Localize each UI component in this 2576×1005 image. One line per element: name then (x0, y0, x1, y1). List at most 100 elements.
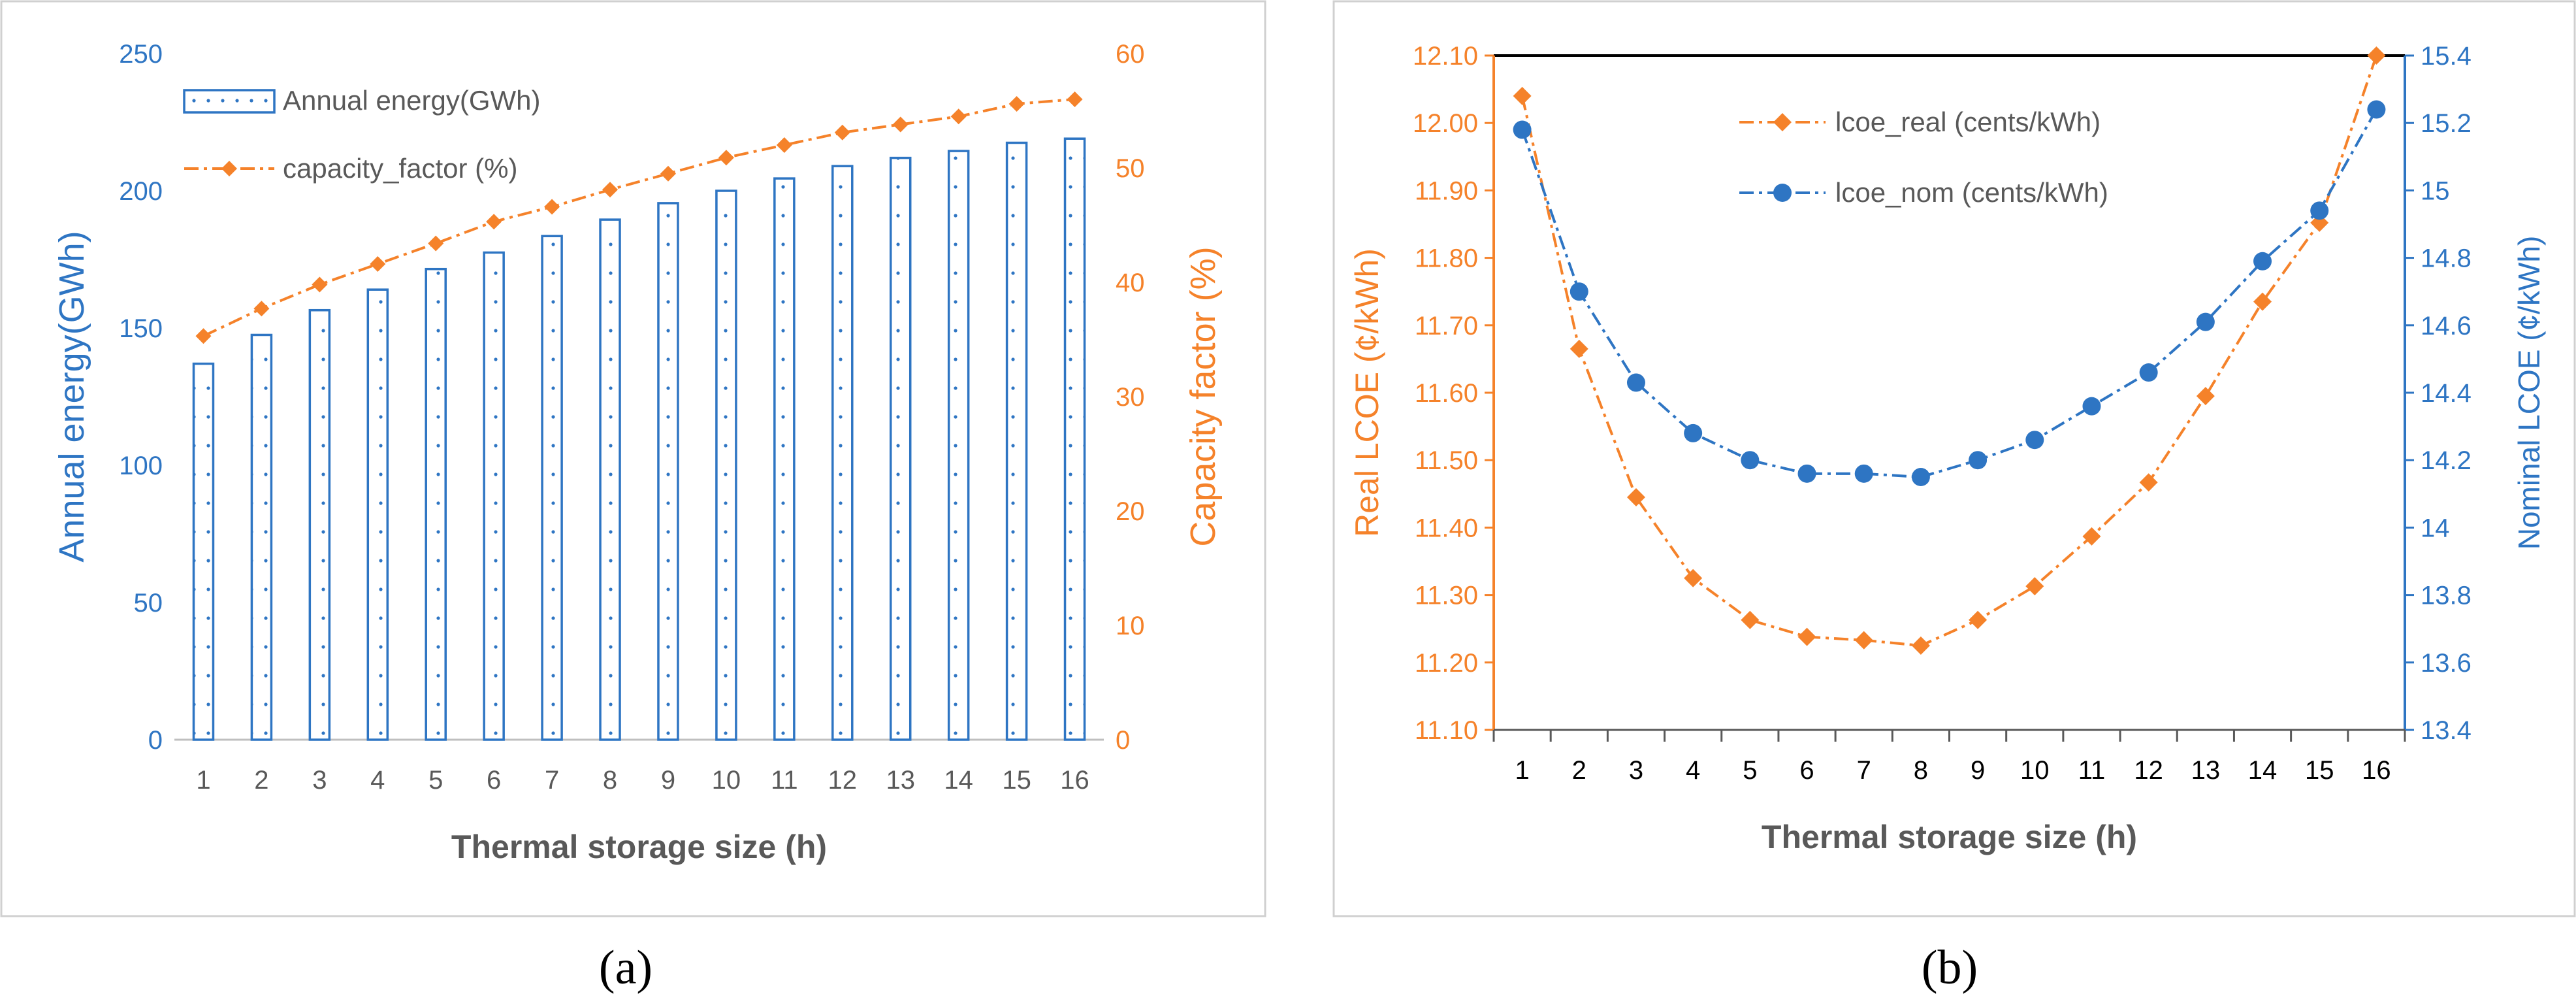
point-capacity-factor (370, 256, 386, 272)
bar-annual-energy (1005, 141, 1028, 741)
x-axis-title: Thermal storage size (h) (1762, 819, 2137, 855)
y2-tick-label: 14 (2421, 514, 2450, 542)
point-capacity-factor (428, 235, 444, 252)
point-capacity-factor (950, 108, 967, 125)
y2-tick-label: 14.4 (2421, 379, 2471, 408)
legend-label-nom: lcoe_nom (cents/kWh) (1835, 177, 2108, 208)
x-tick-label: 15 (1002, 766, 1031, 795)
point-lcoe-real (2139, 473, 2158, 492)
point-lcoe-nom (1854, 464, 1873, 483)
x-tick-label: 3 (312, 766, 327, 795)
y-tick-label: 11.40 (1415, 514, 1478, 542)
x-tick-label: 7 (545, 766, 559, 795)
legend-marker-nom (1773, 184, 1792, 202)
point-capacity-factor (312, 276, 328, 293)
point-lcoe-real (1969, 610, 1988, 629)
y-tick-label: 11.80 (1415, 244, 1478, 273)
x-tick-label: 9 (1971, 756, 1985, 785)
legend-swatch-bar (183, 89, 276, 114)
y-tick-label: 200 (119, 177, 163, 206)
x-tick-label: 3 (1629, 756, 1643, 785)
y2-tick-label: 13.8 (2421, 582, 2471, 610)
bar-annual-energy (599, 218, 621, 741)
point-lcoe-nom (1570, 282, 1588, 301)
x-tick-label: 5 (1743, 756, 1757, 785)
point-capacity-factor (776, 137, 792, 153)
y2-axis-title: Capacity factor (%) (1183, 246, 1223, 546)
line-lcoe-nom (1521, 108, 2378, 479)
x-tick-label: 12 (828, 766, 858, 795)
point-capacity-factor (195, 328, 212, 344)
x-tick-label: 7 (1857, 756, 1871, 785)
point-capacity-factor (253, 301, 270, 317)
bar-annual-energy (250, 333, 273, 741)
y-axis-title: Annual energy(GWh) (52, 231, 91, 562)
x-tick-label: 9 (661, 766, 675, 795)
y2-tick-label: 60 (1116, 40, 1145, 69)
point-lcoe-real (1513, 86, 1532, 105)
y2-tick-label: 10 (1116, 612, 1145, 640)
point-lcoe-nom (1684, 423, 1703, 442)
x-tick-label: 14 (944, 766, 973, 795)
point-lcoe-real (2367, 46, 2386, 65)
line-lcoe-real (1521, 55, 2378, 648)
point-lcoe-nom (1513, 120, 1532, 139)
panel-b-frame (1332, 0, 2576, 917)
y-tick-label: 150 (119, 314, 163, 343)
line-capacity-factor (202, 98, 1075, 338)
point-lcoe-nom (2139, 363, 2158, 382)
point-lcoe-real (1911, 636, 1930, 655)
x-tick-label: 5 (428, 766, 443, 795)
bar-annual-energy (1063, 137, 1086, 741)
point-lcoe-nom (1626, 373, 1645, 392)
x-tick-label: 2 (254, 766, 268, 795)
x-tick-label: 8 (1914, 756, 1928, 785)
x-tick-label: 6 (1799, 756, 1814, 785)
y2-tick-label: 13.6 (2421, 649, 2471, 678)
chart-panel-b: 11.10 11.20 11.30 11.40 11.50 11.60 11.70 11.80… (1332, 0, 2576, 917)
point-lcoe-nom (1911, 468, 1930, 486)
point-lcoe-nom (2367, 100, 2386, 119)
bar-annual-energy (192, 362, 215, 741)
bar-annual-energy (308, 308, 331, 741)
x-tick-label: 2 (1572, 756, 1586, 785)
bar-annual-energy (425, 267, 447, 741)
point-capacity-factor (660, 165, 676, 182)
bar-annual-energy (657, 202, 679, 741)
y2-tick-label: 30 (1116, 383, 1145, 412)
point-lcoe-real (2253, 292, 2272, 311)
y2-tick-label: 0 (1116, 726, 1130, 755)
point-lcoe-nom (2253, 252, 2272, 271)
x-tick-label: 8 (603, 766, 617, 795)
x-tick-label: 16 (2362, 756, 2391, 785)
point-lcoe-nom (1969, 451, 1988, 470)
y-tick-label: 11.50 (1415, 446, 1478, 475)
point-capacity-factor (718, 150, 734, 166)
point-capacity-factor (1067, 91, 1083, 107)
legend-marker-line (221, 161, 237, 176)
x-tick-label: 13 (2191, 756, 2221, 785)
y2-tick-label: 13.4 (2421, 716, 2471, 745)
x-tick-label: 11 (2078, 756, 2106, 785)
x-tick-label: 10 (712, 766, 741, 795)
point-capacity-factor (1008, 96, 1025, 112)
panel-label-a: (a) (599, 941, 652, 995)
bar-annual-energy (889, 156, 912, 741)
x-tick-label: 16 (1060, 766, 1089, 795)
y-tick-label: 11.30 (1415, 582, 1478, 610)
y2-tick-label: 40 (1116, 269, 1145, 297)
point-lcoe-nom (1797, 464, 1816, 483)
y-tick-label: 11.70 (1415, 312, 1478, 340)
legend-label-real: lcoe_real (cents/kWh) (1835, 107, 2101, 137)
x-tick-label: 14 (2248, 756, 2278, 785)
x-tick-label: 1 (1515, 756, 1529, 785)
y-tick-label: 12.00 (1413, 109, 1478, 138)
legend-label-line: capacity_factor (%) (283, 153, 517, 184)
point-lcoe-nom (2082, 397, 2101, 416)
y-tick-label: 0 (148, 726, 163, 755)
point-lcoe-real (1626, 487, 1645, 506)
legend-label-bar: Annual energy(GWh) (283, 85, 541, 116)
point-lcoe-real (2025, 577, 2044, 596)
y-tick-label: 250 (119, 40, 163, 69)
